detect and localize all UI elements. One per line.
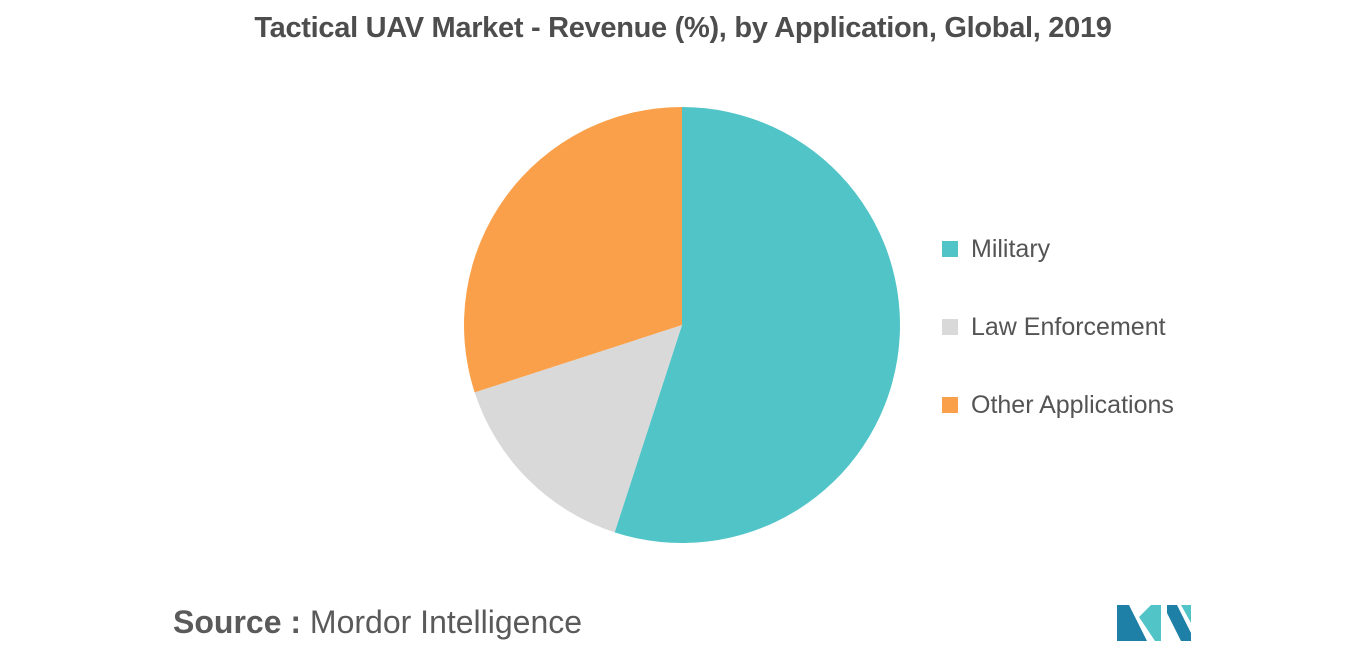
source-name: Mordor Intelligence xyxy=(309,604,583,640)
legend-item-military: Military xyxy=(942,230,1174,268)
logo-shape-right xyxy=(1167,605,1191,641)
legend-item-other-applications: Other Applications xyxy=(942,386,1174,424)
pie-slice-military xyxy=(614,107,900,543)
pie-slice-law-enforcement xyxy=(474,325,682,533)
source-prefix: Source : xyxy=(173,604,302,640)
legend-swatch-military xyxy=(942,241,958,257)
logo-shape-left xyxy=(1117,605,1147,641)
legend-label-military: Military xyxy=(971,234,1051,263)
logo-shape-mid xyxy=(1139,605,1161,641)
pie-slices xyxy=(463,107,900,543)
chart-legend: Military Law Enforcement Other Applicati… xyxy=(942,230,1174,464)
source-note: Source : Mordor Intelligence xyxy=(173,604,582,641)
legend-item-law-enforcement: Law Enforcement xyxy=(942,308,1174,346)
chart-title: Tactical UAV Market - Revenue (%), by Ap… xyxy=(254,12,1112,44)
mordor-intelligence-logo-icon xyxy=(1117,605,1191,641)
legend-swatch-other-applications xyxy=(942,397,958,413)
logo-shape-right-bar xyxy=(1181,605,1191,623)
legend-swatch-law-enforcement xyxy=(942,319,958,335)
pie-slice-other-applications xyxy=(463,107,682,393)
legend-label-other-applications: Other Applications xyxy=(971,390,1174,419)
legend-label-law-enforcement: Law Enforcement xyxy=(971,312,1166,341)
